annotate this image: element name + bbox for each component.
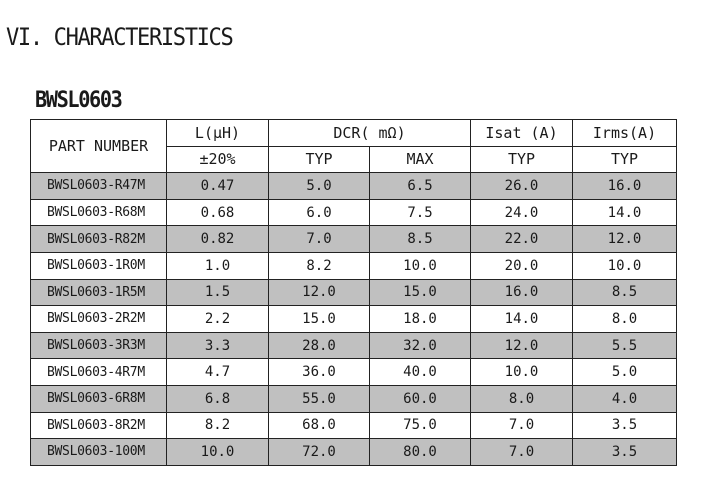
table-row: BWSL0603-8R2M 8.2 68.0 75.0 7.0 3.5 <box>30 411 677 440</box>
part-number-cell: BWSL0603-1R0M <box>30 251 167 280</box>
table-row: BWSL0603-1R5M 1.5 12.0 15.0 16.0 8.5 <box>30 278 677 307</box>
dcr-typ-cell: 55.0 <box>268 384 370 413</box>
dcr-typ-cell: 72.0 <box>268 438 370 466</box>
irms-typ-cell: 5.0 <box>572 358 677 386</box>
header-isat: Isat (A) <box>470 119 573 147</box>
part-number-cell: BWSL0603-4R7M <box>30 358 167 386</box>
dcr-max-cell: 40.0 <box>369 358 471 386</box>
header-dcr: DCR( mΩ) <box>268 119 471 147</box>
part-number-cell: BWSL0603-3R3M <box>30 331 167 360</box>
inductance-cell: 6.8 <box>166 384 269 413</box>
irms-typ-cell: 4.0 <box>572 384 677 413</box>
header-irms: Irms(A) <box>572 119 677 147</box>
inductance-cell: 0.68 <box>166 198 269 227</box>
table-header-row: PART NUMBER L(μH) DCR( mΩ) Isat (A) Irms… <box>30 118 677 174</box>
inductance-cell: 4.7 <box>166 358 269 386</box>
isat-typ-cell: 12.0 <box>470 331 573 360</box>
table-row: BWSL0603-R68M 0.68 6.0 7.5 24.0 14.0 <box>30 198 677 227</box>
dcr-typ-cell: 15.0 <box>268 305 370 333</box>
header-inductance: L(μH) <box>166 119 269 147</box>
dcr-typ-cell: 6.0 <box>268 198 370 227</box>
dcr-max-cell: 7.5 <box>369 198 471 227</box>
dcr-typ-cell: 7.0 <box>268 225 370 253</box>
irms-typ-cell: 12.0 <box>572 225 677 253</box>
irms-typ-cell: 14.0 <box>572 198 677 227</box>
part-number-cell: BWSL0603-1R5M <box>30 278 167 307</box>
irms-typ-cell: 3.5 <box>572 411 677 440</box>
table-row: BWSL0603-4R7M 4.7 36.0 40.0 10.0 5.0 <box>30 358 677 386</box>
inductance-cell: 10.0 <box>166 438 269 466</box>
dcr-typ-cell: 12.0 <box>268 278 370 307</box>
header-dcr-typ: TYP <box>268 145 370 174</box>
inductance-cell: 0.82 <box>166 225 269 253</box>
inductance-cell: 0.47 <box>166 172 269 200</box>
part-number-cell: BWSL0603-8R2M <box>30 411 167 440</box>
isat-typ-cell: 7.0 <box>470 438 573 466</box>
irms-typ-cell: 8.0 <box>572 305 677 333</box>
table-row: BWSL0603-2R2M 2.2 15.0 18.0 14.0 8.0 <box>30 305 677 333</box>
inductance-cell: 1.5 <box>166 278 269 307</box>
part-number-cell: BWSL0603-R82M <box>30 225 167 253</box>
part-number-cell: BWSL0603-2R2M <box>30 305 167 333</box>
part-number-cell: BWSL0603-R47M <box>30 172 167 200</box>
irms-typ-cell: 3.5 <box>572 438 677 466</box>
inductance-cell: 1.0 <box>166 251 269 280</box>
table-row: BWSL0603-100M 10.0 72.0 80.0 7.0 3.5 <box>30 438 677 466</box>
dcr-typ-cell: 28.0 <box>268 331 370 360</box>
dcr-typ-cell: 8.2 <box>268 251 370 280</box>
dcr-max-cell: 80.0 <box>369 438 471 466</box>
table-row: BWSL0603-R82M 0.82 7.0 8.5 22.0 12.0 <box>30 225 677 253</box>
section-title: VI. CHARACTERISTICS <box>6 23 234 51</box>
dcr-max-cell: 75.0 <box>369 411 471 440</box>
isat-typ-cell: 22.0 <box>470 225 573 253</box>
irms-typ-cell: 16.0 <box>572 172 677 200</box>
header-isat-typ: TYP <box>470 145 573 174</box>
table-row: BWSL0603-R47M 0.47 5.0 6.5 26.0 16.0 <box>30 172 677 200</box>
dcr-max-cell: 18.0 <box>369 305 471 333</box>
header-irms-typ: TYP <box>572 145 677 174</box>
inductance-cell: 8.2 <box>166 411 269 440</box>
dcr-typ-cell: 68.0 <box>268 411 370 440</box>
dcr-max-cell: 6.5 <box>369 172 471 200</box>
table-row: BWSL0603-1R0M 1.0 8.2 10.0 20.0 10.0 <box>30 251 677 280</box>
irms-typ-cell: 8.5 <box>572 278 677 307</box>
isat-typ-cell: 7.0 <box>470 411 573 440</box>
inductance-cell: 2.2 <box>166 305 269 333</box>
isat-typ-cell: 16.0 <box>470 278 573 307</box>
dcr-typ-cell: 5.0 <box>268 172 370 200</box>
dcr-max-cell: 8.5 <box>369 225 471 253</box>
header-dcr-max: MAX <box>369 145 471 174</box>
characteristics-table: PART NUMBER L(μH) DCR( mΩ) Isat (A) Irms… <box>30 118 677 466</box>
part-number-cell: BWSL0603-6R8M <box>30 384 167 413</box>
header-inductance-tolerance: ±20% <box>166 145 269 174</box>
table-row: BWSL0603-6R8M 6.8 55.0 60.0 8.0 4.0 <box>30 384 677 413</box>
irms-typ-cell: 5.5 <box>572 331 677 360</box>
isat-typ-cell: 26.0 <box>470 172 573 200</box>
isat-typ-cell: 20.0 <box>470 251 573 280</box>
dcr-max-cell: 15.0 <box>369 278 471 307</box>
dcr-max-cell: 60.0 <box>369 384 471 413</box>
isat-typ-cell: 10.0 <box>470 358 573 386</box>
part-number-cell: BWSL0603-R68M <box>30 198 167 227</box>
inductance-cell: 3.3 <box>166 331 269 360</box>
isat-typ-cell: 8.0 <box>470 384 573 413</box>
header-part-number: PART NUMBER <box>30 118 167 174</box>
dcr-max-cell: 32.0 <box>369 331 471 360</box>
irms-typ-cell: 10.0 <box>572 251 677 280</box>
part-number-cell: BWSL0603-100M <box>30 438 167 466</box>
product-title: BWSL0603 <box>35 88 123 113</box>
table-subheader-row: ±20% TYP MAX TYP TYP <box>31 145 677 174</box>
table-row: BWSL0603-3R3M 3.3 28.0 32.0 12.0 5.5 <box>30 331 677 360</box>
dcr-typ-cell: 36.0 <box>268 358 370 386</box>
isat-typ-cell: 24.0 <box>470 198 573 227</box>
table-body: BWSL0603-R47M 0.47 5.0 6.5 26.0 16.0 BWSL0603-… <box>30 172 677 466</box>
isat-typ-cell: 14.0 <box>470 305 573 333</box>
dcr-max-cell: 10.0 <box>369 251 471 280</box>
